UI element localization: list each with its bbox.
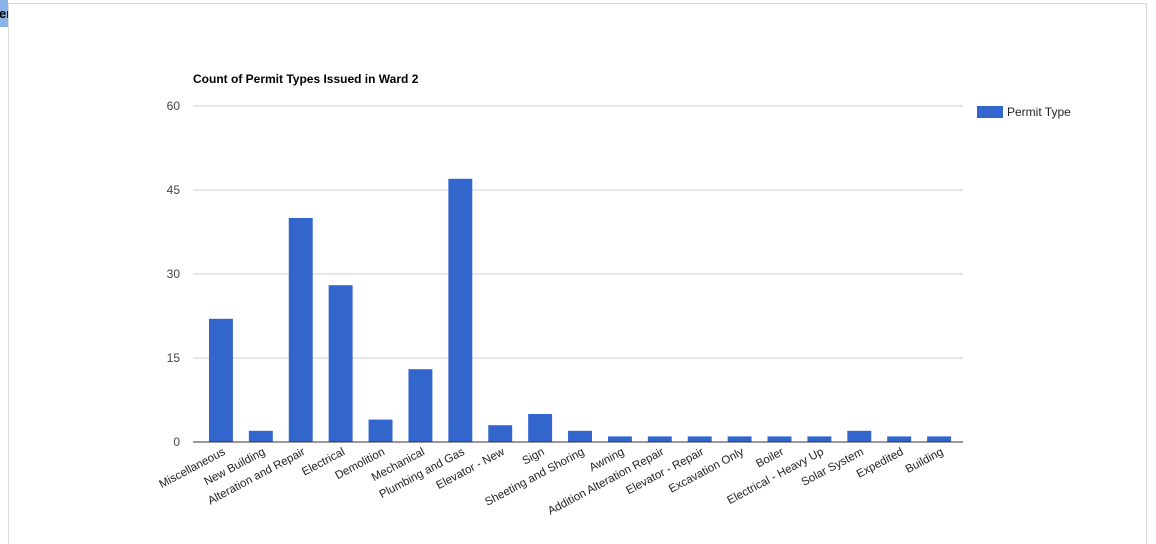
- bar[interactable]: [568, 430, 592, 442]
- corner-tab-label: er: [0, 6, 8, 21]
- bars: [208, 178, 952, 443]
- y-tick-label: 45: [167, 183, 181, 197]
- bar[interactable]: [607, 436, 632, 442]
- bar[interactable]: [807, 436, 832, 442]
- bar[interactable]: [887, 436, 912, 442]
- bar[interactable]: [847, 430, 872, 442]
- chart-title: Count of Permit Types Issued in Ward 2: [193, 72, 419, 86]
- y-tick-label: 30: [167, 267, 181, 281]
- bar[interactable]: [767, 436, 792, 442]
- bar[interactable]: [368, 419, 393, 442]
- bar[interactable]: [288, 218, 313, 442]
- bar[interactable]: [727, 436, 752, 442]
- y-axis-ticks: 0 15 30 45 60: [167, 99, 181, 449]
- bar[interactable]: [927, 436, 952, 442]
- corner-tab[interactable]: er: [0, 0, 8, 27]
- x-tick-label: Sign: [521, 446, 547, 467]
- bar[interactable]: [647, 436, 672, 442]
- legend-swatch: [977, 106, 1003, 118]
- bar[interactable]: [408, 369, 433, 442]
- bar[interactable]: [448, 178, 473, 443]
- bar[interactable]: [248, 430, 273, 442]
- bar[interactable]: [328, 285, 353, 442]
- legend[interactable]: Permit Type: [977, 105, 1071, 119]
- x-tick-label: Elevator - New: [434, 446, 507, 492]
- bar[interactable]: [528, 414, 553, 442]
- x-tick-label: Building: [904, 446, 946, 476]
- x-tick-label: Miscellaneous: [157, 446, 227, 491]
- gridlines: [193, 105, 963, 359]
- y-tick-label: 0: [173, 435, 180, 449]
- legend-label: Permit Type: [1007, 105, 1071, 119]
- bar[interactable]: [488, 425, 513, 442]
- y-tick-label: 15: [167, 351, 181, 365]
- y-tick-label: 60: [167, 99, 181, 113]
- bar[interactable]: [208, 318, 233, 442]
- bar[interactable]: [687, 436, 712, 442]
